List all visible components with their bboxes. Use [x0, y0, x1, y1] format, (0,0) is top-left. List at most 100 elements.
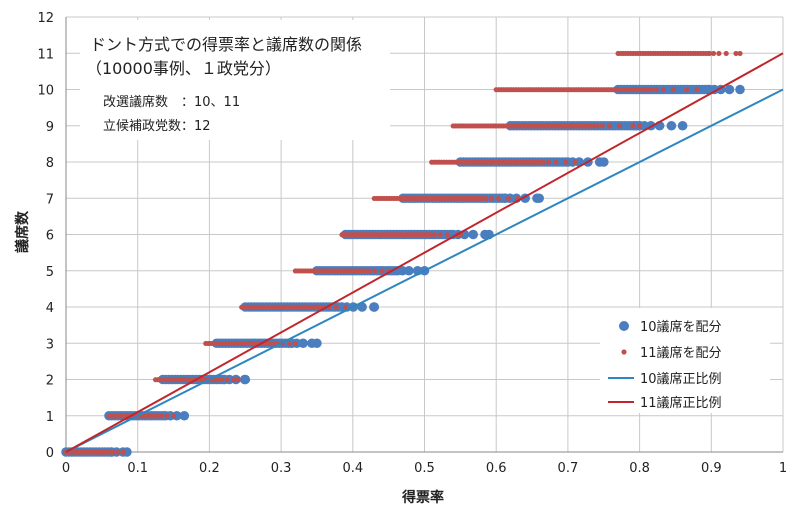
data-point	[684, 87, 690, 93]
data-point	[735, 84, 745, 95]
data-point	[716, 50, 722, 57]
data-point	[536, 159, 542, 165]
data-point	[437, 232, 443, 238]
data-point	[553, 159, 559, 165]
y-tick-label: 0	[46, 446, 54, 461]
legend: 10議席を配分 11議席を配分 10議席正比例 11議席正比例	[600, 308, 770, 413]
data-point	[317, 304, 323, 310]
y-tick-label: 12	[37, 11, 54, 26]
data-point	[214, 377, 221, 383]
data-point	[231, 377, 237, 383]
proportional-line	[65, 52, 784, 453]
x-tick-label: 0.1	[127, 461, 148, 476]
data-point	[404, 265, 414, 276]
data-point	[590, 123, 596, 129]
y-tick-label: 7	[46, 192, 54, 207]
data-point	[599, 157, 609, 167]
data-point	[724, 84, 735, 95]
y-tick-label: 4	[46, 301, 54, 316]
legend-label-11-seats: 11議席を配分	[640, 345, 722, 361]
point-segment	[429, 159, 578, 165]
data-point	[171, 413, 177, 419]
data-point	[240, 374, 251, 385]
y-tick-label: 6	[46, 229, 54, 244]
data-point	[653, 87, 659, 93]
data-point	[505, 195, 511, 202]
chart-title-line-2: （10000事例、１政党分）	[86, 59, 281, 78]
data-point	[235, 377, 241, 383]
data-point	[630, 123, 636, 129]
data-point	[534, 193, 544, 204]
data-point	[428, 232, 434, 238]
data-point	[572, 159, 578, 165]
x-tick-label: 0.2	[199, 461, 220, 476]
data-point	[496, 195, 502, 202]
data-point	[706, 50, 713, 57]
x-tick-label: 1	[779, 461, 787, 476]
data-point	[106, 449, 112, 455]
data-point	[110, 449, 116, 455]
data-point	[737, 50, 743, 57]
data-point	[444, 232, 451, 238]
data-point	[479, 195, 485, 202]
data-point	[120, 449, 126, 455]
x-tick-label: 0.6	[486, 461, 507, 476]
data-point	[483, 195, 489, 202]
data-point	[723, 50, 729, 57]
data-point	[616, 123, 623, 129]
data-point	[179, 410, 190, 421]
data-point	[599, 123, 606, 129]
data-point	[666, 120, 677, 131]
data-point	[432, 232, 438, 238]
data-point	[648, 87, 654, 93]
data-point	[298, 338, 308, 349]
data-point	[546, 159, 552, 165]
point-segment	[450, 123, 643, 129]
y-tick-label: 10	[37, 84, 54, 99]
y-tick-label: 11	[37, 47, 54, 62]
legend-marker-10-seats	[619, 321, 629, 331]
legend-label-10-prop: 10議席正比例	[640, 371, 722, 387]
data-point	[670, 87, 676, 93]
y-tick-label: 5	[46, 265, 54, 280]
data-point	[372, 268, 378, 274]
data-point	[594, 123, 600, 129]
data-point	[563, 159, 569, 165]
point-segment	[63, 449, 126, 455]
y-axis-label: 議席数	[14, 210, 31, 253]
point-segment	[615, 50, 743, 57]
x-tick-label: 0	[62, 461, 70, 476]
x-tick-label: 0.3	[271, 461, 292, 476]
data-point	[312, 338, 322, 349]
data-point	[115, 449, 121, 455]
chart-title-line-1: ドント方式での得票率と議席数の関係	[90, 35, 362, 54]
axis-layer: 0 0.1 0.2 0.3 0.4 0.5 0.6 0.7 0.8 0.9 101234567891…	[37, 11, 787, 476]
point-segment	[371, 195, 521, 202]
data-point	[158, 413, 164, 419]
data-point	[362, 268, 368, 274]
x-tick-label: 0.5	[414, 461, 435, 476]
y-tick-label: 1	[46, 410, 54, 425]
legend-label-11-prop: 11議席正比例	[640, 395, 722, 411]
data-point	[366, 268, 372, 274]
data-point	[369, 302, 380, 312]
data-point	[292, 340, 298, 347]
data-point	[660, 87, 667, 93]
data-point	[488, 195, 494, 202]
data-point	[710, 50, 717, 57]
data-point	[733, 50, 739, 57]
data-point	[333, 304, 339, 310]
point-segment	[239, 304, 349, 310]
x-tick-label: 0.4	[342, 461, 363, 476]
data-point	[468, 229, 479, 240]
legend-label-10-seats: 10議席を配分	[640, 319, 722, 335]
data-point	[218, 377, 225, 383]
data-point	[287, 340, 293, 347]
point-segment	[292, 268, 392, 274]
x-axis-label: 得票率	[401, 489, 444, 506]
line-layer	[65, 52, 784, 453]
x-tick-label: 0.8	[629, 461, 650, 476]
data-point	[694, 87, 700, 93]
